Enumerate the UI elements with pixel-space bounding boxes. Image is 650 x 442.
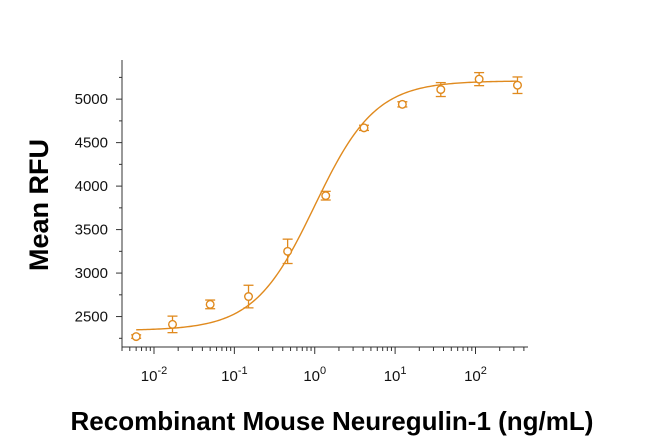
- y-tick-label: 2500: [75, 309, 108, 326]
- y-tick-label: 4000: [75, 178, 108, 195]
- y-axis-title: Mean RFU: [24, 139, 54, 271]
- y-tick-label: 4500: [75, 135, 108, 152]
- data-marker: [244, 292, 254, 302]
- data-marker: [359, 123, 369, 133]
- x-axis-title: Recombinant Mouse Neuregulin-1 (ng/mL): [71, 406, 594, 436]
- data-marker: [321, 191, 331, 201]
- x-tick-label: 100: [303, 365, 326, 385]
- x-axis-ticks: 10-2 10-1 100 101 102: [121, 347, 525, 385]
- data-point: [320, 190, 331, 201]
- x-tick-label: 10-2: [141, 365, 167, 385]
- y-tick-label: 3500: [75, 222, 108, 239]
- fit-curve: [136, 80, 518, 331]
- axes: [121, 60, 528, 348]
- y-axis-ticks: 2500 3000 3500 4000 4500 5000: [75, 76, 122, 339]
- x-tick-label: 102: [464, 365, 487, 385]
- data-marker: [205, 299, 215, 309]
- data-point: [131, 332, 142, 342]
- x-tick-label: 10-1: [221, 365, 247, 385]
- fit-curve-layer: [136, 80, 518, 331]
- y-tick-label: 3000: [75, 265, 108, 282]
- data-point: [205, 299, 216, 310]
- data-marker: [512, 80, 522, 90]
- data-marker: [436, 85, 446, 95]
- data-point: [397, 99, 408, 109]
- x-tick-label: 101: [384, 365, 407, 385]
- data-point: [435, 81, 446, 98]
- data-point: [358, 123, 369, 133]
- data-point: [512, 76, 523, 95]
- data-marker: [168, 319, 178, 329]
- data-point: [282, 238, 293, 265]
- y-tick-label: 5000: [75, 91, 108, 108]
- data-point: [167, 315, 178, 334]
- data-marker: [283, 246, 293, 256]
- data-marker: [397, 99, 407, 109]
- data-point: [243, 284, 254, 309]
- data-marker: [131, 332, 141, 342]
- data-points-layer: [131, 71, 523, 342]
- data-point: [474, 71, 485, 87]
- data-marker: [474, 74, 484, 84]
